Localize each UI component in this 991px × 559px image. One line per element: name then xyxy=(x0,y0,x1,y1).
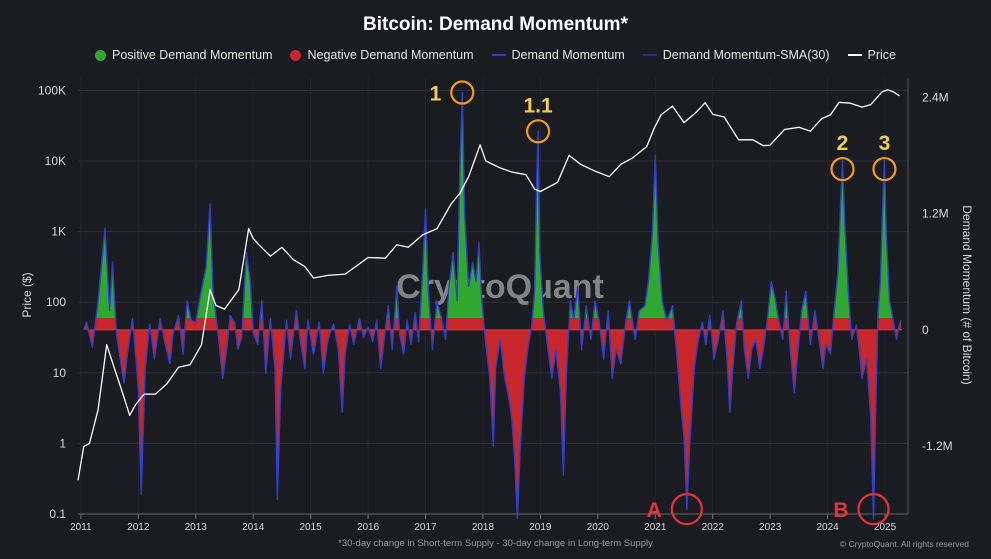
watermark: CryptoQuant xyxy=(396,268,604,306)
annotation-label: 2 xyxy=(837,132,849,155)
legend-swatch-momentum xyxy=(491,54,506,56)
x-tick-label: 2015 xyxy=(300,522,323,533)
annotations: 1 1.1 2 3 A B xyxy=(430,80,897,526)
legend-label-negative: Negative Demand Momentum xyxy=(307,48,474,62)
y-tick-label-left: 1 xyxy=(59,436,66,450)
x-tick-label: 2014 xyxy=(242,522,265,533)
y-tick-label-right: -1.2M xyxy=(922,439,953,453)
annotation-ring xyxy=(857,493,890,526)
legend-label-positive: Positive Demand Momentum xyxy=(112,48,273,62)
y-tick-label-left: 0.1 xyxy=(49,507,66,521)
x-tick-label: 2021 xyxy=(644,522,667,533)
legend-label-momentum: Demand Momentum xyxy=(511,48,625,62)
legend-swatch-price xyxy=(847,54,862,56)
legend-item-positive[interactable]: Positive Demand Momentum xyxy=(95,48,272,62)
chart-title: Bitcoin: Demand Momentum* xyxy=(363,14,628,35)
footnote: *30-day change in Short-term Supply - 30… xyxy=(338,538,653,549)
x-tick-label: 2018 xyxy=(472,522,495,533)
legend-item-sma[interactable]: Demand Momentum-SMA(30) xyxy=(642,48,830,62)
legend-label-sma: Demand Momentum-SMA(30) xyxy=(662,48,830,62)
x-tick-label: 2011 xyxy=(70,522,92,533)
legend-item-negative[interactable]: Negative Demand Momentum xyxy=(290,48,474,62)
x-tick-label: 2022 xyxy=(702,522,725,533)
y-tick-label-left: 100K xyxy=(38,83,66,97)
x-tick-label: 2012 xyxy=(127,522,150,533)
annotation-ring xyxy=(670,493,703,526)
legend-item-momentum[interactable]: Demand Momentum xyxy=(491,48,625,62)
x-tick-label: 2025 xyxy=(874,522,897,533)
x-tick-label: 2023 xyxy=(759,522,782,533)
y-tick-label-right: 0 xyxy=(922,323,929,337)
x-tick-label: 2019 xyxy=(529,522,552,533)
annotation-ring xyxy=(450,80,475,105)
y-axis-label-left: Price ($) xyxy=(20,272,34,317)
annotation-ring xyxy=(525,119,551,144)
y-tick-label-left: 10 xyxy=(53,366,67,380)
y-tick-label-left: 1K xyxy=(51,225,66,239)
x-tick-label: 2016 xyxy=(357,522,380,533)
x-tick-label: 2024 xyxy=(816,522,839,533)
axes: 100K 10K 1K 100 10 1 0.1 2.4M 1.2M 0 -1.2M 2011 2012… xyxy=(38,78,953,533)
legend-swatch-sma xyxy=(642,54,657,56)
y-axis-label-right: Demand Momentum (# of Bitcoin) xyxy=(960,205,974,384)
x-tick-label: 2017 xyxy=(414,522,437,533)
chart-legend: Positive Demand Momentum Negative Demand… xyxy=(0,48,991,62)
legend-item-price[interactable]: Price xyxy=(847,48,896,62)
y-tick-label-left: 10K xyxy=(45,154,66,168)
y-tick-label-right: 2.4M xyxy=(922,90,949,104)
grid-lines xyxy=(78,78,908,515)
annotation-label: 3 xyxy=(879,132,891,155)
demand-momentum-line xyxy=(83,91,902,520)
y-tick-label-left: 100 xyxy=(46,295,66,309)
x-tick-label: 2013 xyxy=(185,522,208,533)
annotation-label: B xyxy=(833,499,848,522)
legend-swatch-positive xyxy=(95,49,106,61)
annotation-label: A xyxy=(647,499,662,522)
x-tick-label: 2020 xyxy=(587,522,610,533)
price-line-path xyxy=(77,89,900,481)
annotation-label: 1 xyxy=(430,83,442,106)
annotation-ring xyxy=(830,156,855,182)
legend-swatch-negative xyxy=(290,49,302,61)
annotation-ring xyxy=(872,156,897,182)
annotation-label: 1.1 xyxy=(523,94,553,117)
price-line xyxy=(77,89,900,481)
y-tick-label-right: 1.2M xyxy=(922,207,949,221)
momentum-line xyxy=(83,91,902,520)
credit: © CryptoQuant. All rights reserved xyxy=(839,539,969,549)
legend-label-price: Price xyxy=(867,48,896,62)
